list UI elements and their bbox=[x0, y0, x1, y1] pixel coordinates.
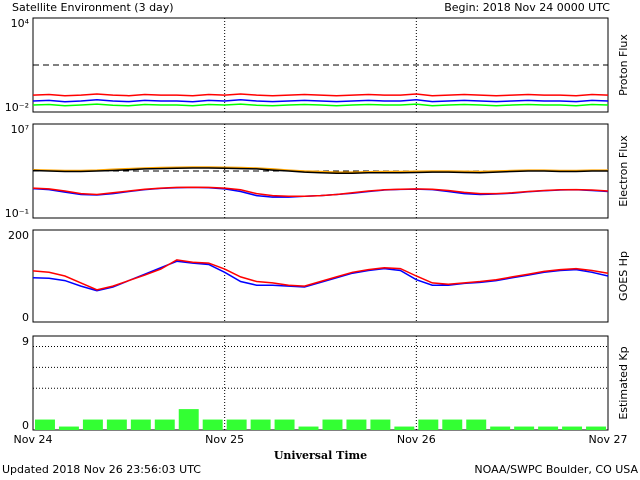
bar bbox=[466, 419, 487, 430]
y-tick-label: 10⁻¹ bbox=[5, 207, 29, 220]
x-axis-label: Universal Time bbox=[274, 449, 367, 462]
updated-label: Updated 2018 Nov 26 23:56:03 UTC bbox=[2, 463, 201, 476]
x-tick-label: Nov 24 bbox=[14, 433, 53, 446]
y-axis-label: Proton Flux bbox=[617, 34, 630, 96]
bar bbox=[346, 419, 367, 430]
series-line bbox=[32, 103, 609, 107]
panel-frame bbox=[32, 17, 609, 113]
bar bbox=[586, 426, 606, 430]
bar bbox=[250, 419, 271, 430]
bar bbox=[106, 419, 127, 430]
bar bbox=[82, 419, 103, 430]
series-line bbox=[32, 259, 609, 291]
series-line bbox=[32, 167, 608, 174]
y-axis-label: Electron Flux bbox=[617, 135, 630, 207]
bar bbox=[442, 419, 463, 430]
bar bbox=[538, 426, 559, 430]
series-line bbox=[32, 166, 608, 173]
x-tick-label: Nov 26 bbox=[397, 433, 436, 446]
bar bbox=[58, 426, 79, 430]
bar bbox=[274, 419, 295, 430]
bar bbox=[418, 419, 439, 430]
bar bbox=[514, 426, 535, 430]
x-tick-label: Nov 27 bbox=[589, 433, 628, 446]
x-tick-label: Nov 25 bbox=[205, 433, 244, 446]
bar bbox=[130, 419, 151, 430]
bar bbox=[322, 419, 343, 430]
series-line bbox=[32, 186, 609, 198]
bar bbox=[226, 419, 247, 430]
bar bbox=[370, 419, 391, 430]
bar bbox=[298, 426, 319, 430]
bar bbox=[178, 409, 199, 430]
bar bbox=[202, 419, 223, 430]
bar bbox=[490, 426, 511, 430]
series-line bbox=[32, 93, 609, 97]
bar bbox=[35, 419, 55, 430]
bar bbox=[394, 426, 415, 430]
y-axis-label: GOES Hp bbox=[617, 251, 630, 301]
y-tick-label: 10⁴ bbox=[11, 17, 30, 30]
y-tick-label: 9 bbox=[22, 335, 29, 348]
series-line bbox=[32, 99, 609, 103]
y-tick-label: 10⁷ bbox=[11, 123, 29, 136]
panel-frame bbox=[32, 335, 609, 431]
chart-title: Satellite Environment (3 day) bbox=[12, 1, 174, 14]
bar bbox=[154, 419, 175, 430]
bar bbox=[562, 426, 583, 430]
source-label: NOAA/SWPC Boulder, CO USA bbox=[474, 463, 638, 476]
y-tick-label: 0 bbox=[22, 419, 29, 432]
y-tick-label: 200 bbox=[8, 229, 29, 242]
y-tick-label: 10⁻² bbox=[5, 101, 29, 114]
begin-label: Begin: 2018 Nov 24 0000 UTC bbox=[444, 1, 610, 14]
y-tick-label: 0 bbox=[22, 311, 29, 324]
y-axis-label: Estimated Kp bbox=[617, 346, 630, 419]
